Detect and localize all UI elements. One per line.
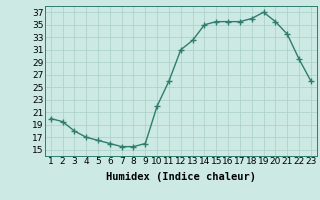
X-axis label: Humidex (Indice chaleur): Humidex (Indice chaleur) bbox=[106, 172, 256, 182]
